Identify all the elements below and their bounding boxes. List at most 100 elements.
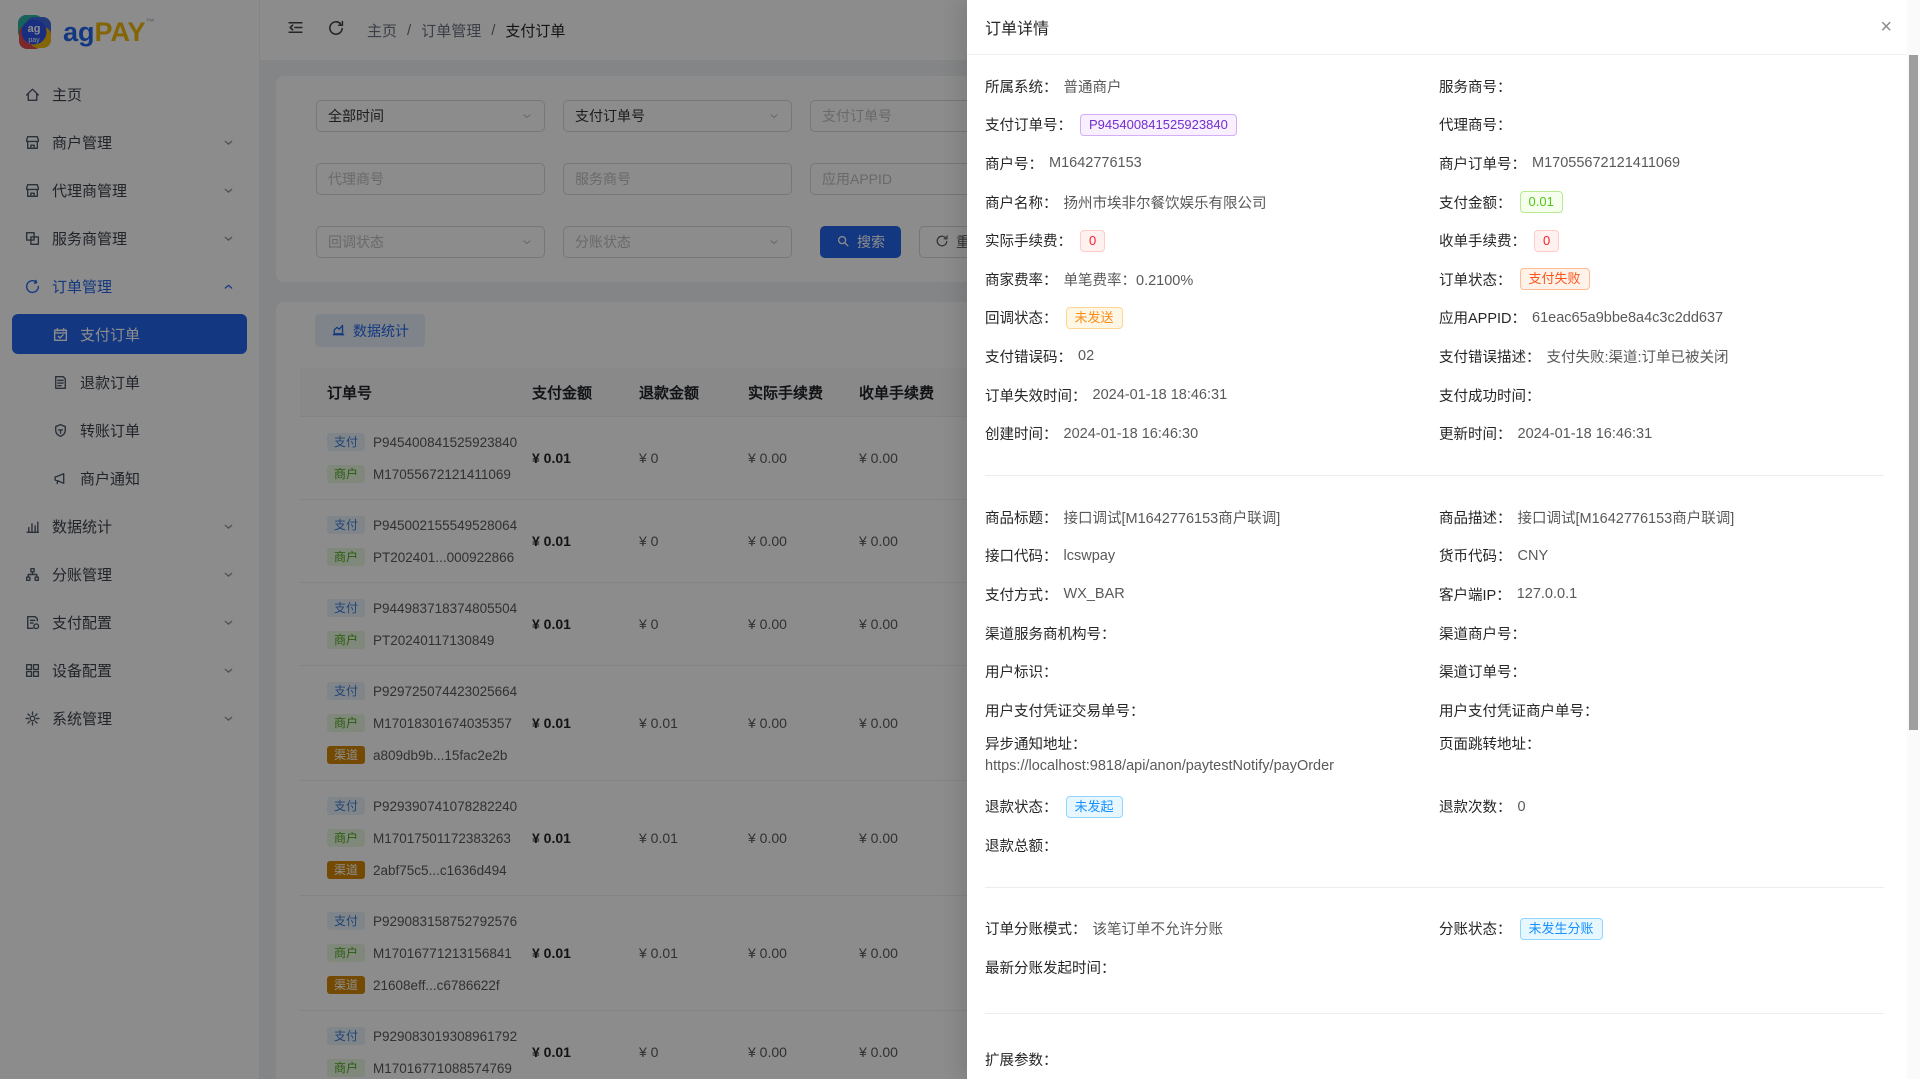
sidebar-item-device-config[interactable]: 设备配置: [12, 650, 247, 690]
sidebar-item-division-mgmt[interactable]: 分账管理: [12, 554, 247, 594]
search-icon: [836, 234, 850, 251]
sidebar-item-order-mgmt[interactable]: 订单管理: [12, 266, 247, 306]
field-value: CNY: [1517, 547, 1549, 564]
detail-row: 所属系统： 普通商户 服务商号：: [985, 67, 1884, 106]
acquire-fee: ¥ 0.00: [859, 533, 898, 549]
sidebar-item-merchant-notify[interactable]: 商户通知: [12, 458, 247, 498]
pay-order-no[interactable]: P944983718374805504: [373, 600, 518, 616]
channel-order-no[interactable]: 21608eff...c6786622f: [373, 977, 500, 993]
field-label: 用户支付凭证交易单号：: [985, 703, 1145, 720]
detail-row: 支付订单号： P945400841525923840 代理商号：: [985, 106, 1884, 145]
channel-tag: 渠道: [327, 976, 366, 994]
sidebar-item-label: 支付订单: [80, 326, 141, 344]
isv-no-input[interactable]: [563, 163, 792, 195]
field-value: M1642776153: [1049, 155, 1142, 172]
sidebar-item-refund-orders[interactable]: 退款订单: [12, 362, 247, 402]
sidebar-item-transfer-orders[interactable]: 转账订单: [12, 410, 247, 450]
field-value: 支付失败:渠道:订单已被关闭: [1546, 349, 1729, 366]
mch-order-no[interactable]: PT202401...000922866: [373, 549, 515, 565]
pay-order-no-tag: P945400841525923840: [1080, 113, 1237, 136]
drawer-scrollbar-track[interactable]: [1907, 0, 1920, 1079]
field-value: 接口调试[M1642776153商户联调]: [1063, 510, 1281, 527]
pay-order-no[interactable]: P929390741078282240: [373, 798, 518, 814]
pay-order-no[interactable]: P929725074423025664: [373, 683, 518, 699]
field-label: 商户订单号：: [1439, 156, 1526, 173]
field-label: 商户名称：: [985, 195, 1058, 212]
logo[interactable]: ag pay agPAY™: [0, 0, 259, 64]
sidebar-item-label: 订单管理: [52, 278, 113, 296]
sidebar-item-home[interactable]: 主页: [12, 74, 247, 114]
fee-tag: 0: [1080, 229, 1106, 252]
sidebar-item-data-stats[interactable]: 数据统计: [12, 506, 247, 546]
chevron-down-icon: [222, 184, 235, 197]
mch-order-no[interactable]: PT20240117130849: [373, 632, 495, 648]
channel-order-no[interactable]: 2abf75c5...c1636d494: [373, 862, 507, 878]
breadcrumb-order-mgmt[interactable]: 订单管理: [421, 22, 482, 40]
menu-fold-icon[interactable]: [286, 18, 305, 42]
detail-row: 创建时间： 2024-01-18 16:46:30 更新时间： 2024-01-18…: [985, 414, 1884, 453]
mch-order-no[interactable]: M17018301674035357: [373, 715, 512, 731]
field-label: 支付错误描述：: [1439, 349, 1541, 366]
sidebar-item-pay-config[interactable]: 支付配置: [12, 602, 247, 642]
refresh-icon[interactable]: [327, 19, 345, 42]
division-status-select[interactable]: 分账状态: [563, 226, 792, 258]
time-range-select[interactable]: 全部时间: [316, 100, 545, 132]
col-order-no: 订单号: [327, 384, 373, 402]
refund-amount: ¥ 0: [639, 533, 659, 549]
pay-order-no[interactable]: P929083158752792576: [373, 913, 518, 929]
sidebar-item-pay-orders[interactable]: 支付订单: [12, 314, 247, 354]
order-no-type-select[interactable]: 支付订单号: [563, 100, 792, 132]
pay-order-no[interactable]: P929083019308961792: [373, 1028, 518, 1044]
section-divider: [985, 474, 1884, 476]
field-label: 渠道服务商机构号：: [985, 626, 1116, 643]
home-icon: [24, 86, 41, 103]
field-label: 异步通知地址：: [985, 736, 1087, 753]
shield-icon: [52, 422, 69, 439]
actual-fee: ¥ 0.00: [748, 945, 787, 961]
mch-order-no[interactable]: M17016771088574769: [373, 1060, 512, 1076]
acquire-fee: ¥ 0.00: [859, 450, 898, 466]
field-label: 商品标题：: [985, 510, 1058, 527]
callback-status-badge: 未发送: [1065, 306, 1123, 329]
actual-fee: ¥ 0.00: [748, 830, 787, 846]
pay-tag: 支付: [327, 682, 366, 700]
sidebar-item-agent-mgmt[interactable]: 代理商管理: [12, 170, 247, 210]
channel-order-no[interactable]: a809db9b...15fac2e2b: [373, 747, 508, 763]
callback-status-select[interactable]: 回调状态: [316, 226, 545, 258]
close-icon[interactable]: ×: [1880, 16, 1892, 38]
table-row[interactable]: 支付 P929083019308961792 商户 M170167710885747…: [300, 1011, 1880, 1079]
breadcrumb: 主页 / 订单管理 / 支付订单: [367, 20, 565, 41]
pay-order-no[interactable]: P945400841525923840: [373, 434, 518, 450]
field-label: 更新时间：: [1439, 427, 1512, 444]
drawer-scrollbar-thumb[interactable]: [1909, 55, 1918, 730]
field-label: 货币代码：: [1439, 549, 1512, 566]
order-detail-drawer: 订单详情 × 所属系统： 普通商户 服务商号： 支付订单号： P9454008415…: [967, 0, 1920, 1079]
data-stats-button[interactable]: 数据统计: [315, 314, 425, 347]
fee-tag: 0: [1534, 229, 1560, 252]
search-button[interactable]: 搜索: [820, 226, 901, 258]
sidebar-item-merchant-mgmt[interactable]: 商户管理: [12, 122, 247, 162]
doc-gear-icon: [24, 614, 41, 631]
detail-row: 支付错误码： 02 支付错误描述： 支付失败:渠道:订单已被关闭: [985, 337, 1884, 376]
chevron-down-icon: [222, 664, 235, 677]
mch-order-no[interactable]: M17016771213156841: [373, 945, 512, 961]
reset-icon: [935, 234, 949, 251]
mch-order-no[interactable]: M17017501172383263: [373, 830, 511, 846]
pay-order-no[interactable]: P945002155549528064: [373, 517, 518, 533]
field-label: 订单状态：: [1439, 272, 1512, 289]
mch-order-no[interactable]: M17055672121411069: [373, 466, 511, 482]
acquire-fee: ¥ 0.00: [859, 1044, 898, 1060]
table-row[interactable]: 支付 P929725074423025664 商户 M170183016740353…: [300, 666, 1880, 781]
detail-row: 支付方式： WX_BAR 客户端IP： 127.0.0.1: [985, 575, 1884, 614]
agent-no-input[interactable]: [316, 163, 545, 195]
breadcrumb-home[interactable]: 主页: [367, 22, 398, 40]
org-tree-icon: [24, 566, 41, 583]
mch-tag: 商户: [327, 829, 366, 847]
section-divider: [985, 1012, 1884, 1014]
sidebar-item-system-mgmt[interactable]: 系统管理: [12, 698, 247, 738]
sidebar-item-label: 退款订单: [80, 374, 141, 392]
grid-icon: [24, 662, 41, 679]
actual-fee: ¥ 0.00: [748, 715, 787, 731]
pay-amount: ¥ 0.01: [532, 450, 571, 466]
sidebar-item-isv-mgmt[interactable]: 服务商管理: [12, 218, 247, 258]
